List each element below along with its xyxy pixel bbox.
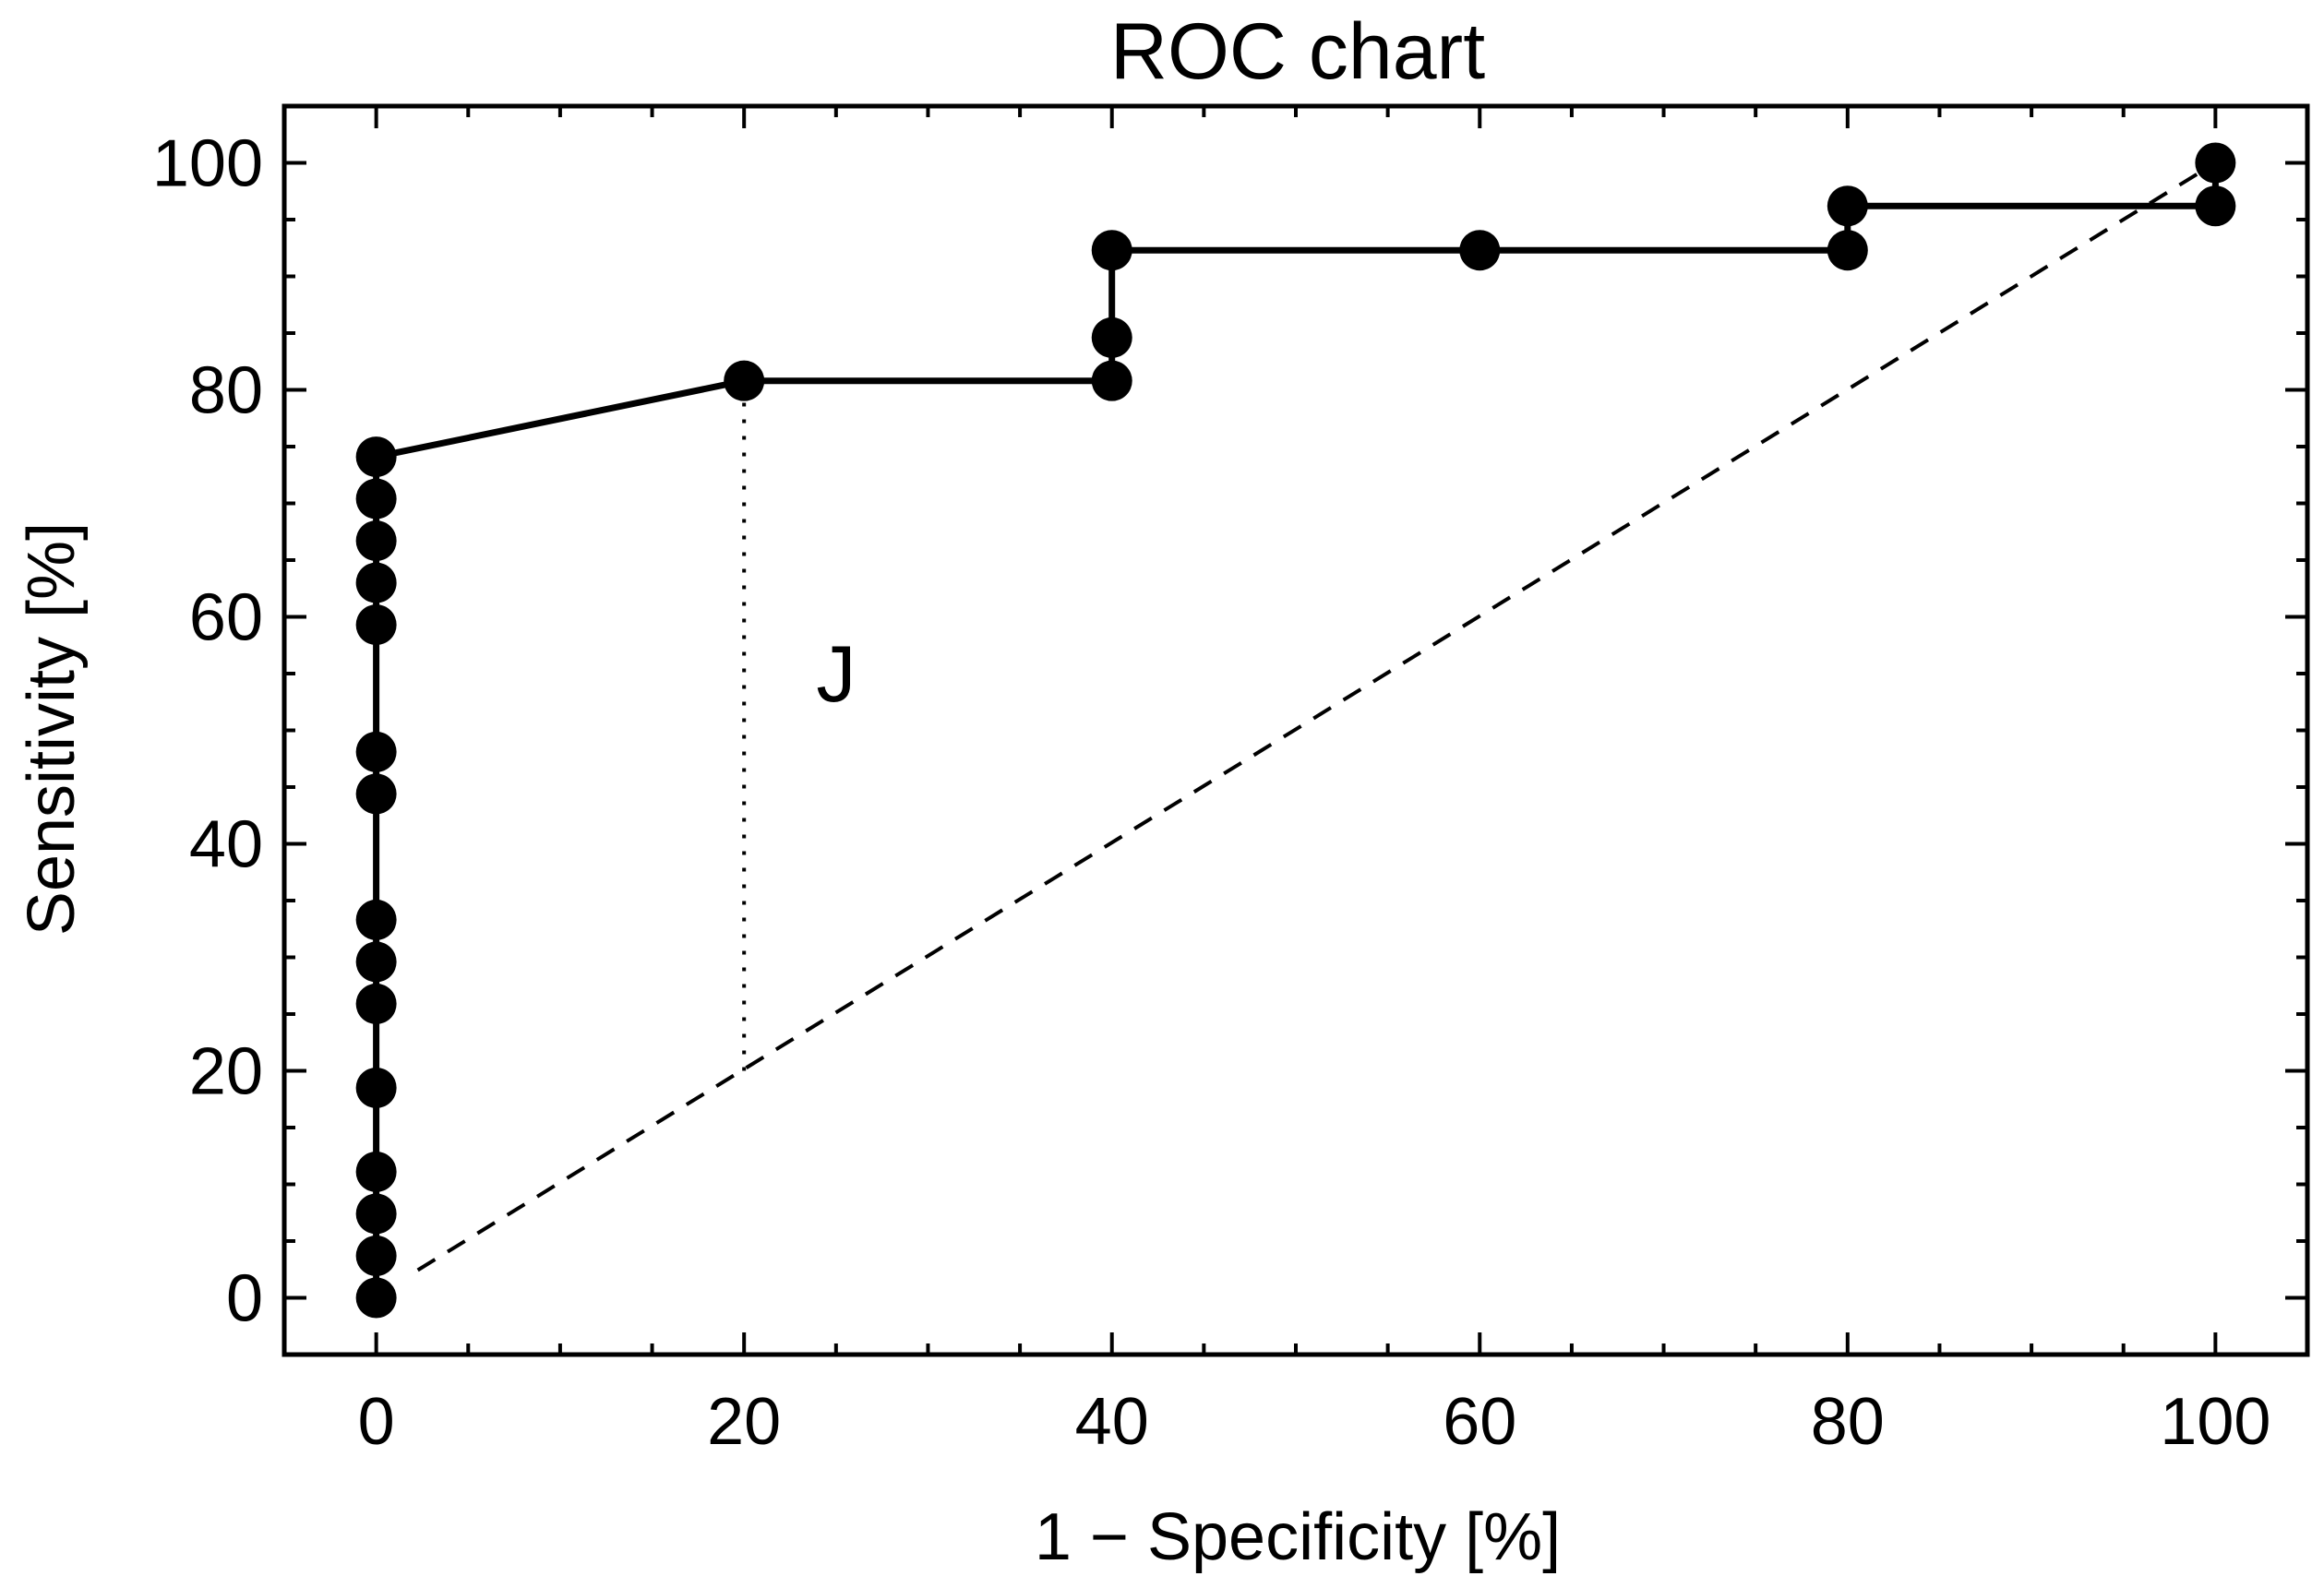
- roc-point: [355, 773, 397, 815]
- roc-point: [355, 731, 397, 772]
- chart-title: ROC chart: [1110, 7, 1485, 96]
- y-tick-label: 80: [189, 354, 263, 428]
- roc-point: [355, 1067, 397, 1108]
- x-tick-label: 0: [358, 1385, 395, 1459]
- roc-point: [355, 899, 397, 940]
- x-tick-label: 60: [1443, 1385, 1516, 1459]
- roc-point: [355, 604, 397, 646]
- y-tick-label: 60: [189, 581, 263, 655]
- x-tick-label: 40: [1075, 1385, 1149, 1459]
- x-tick-label: 100: [2160, 1385, 2270, 1459]
- roc-point: [355, 1151, 397, 1192]
- roc-point: [2195, 185, 2236, 227]
- roc-point: [355, 1193, 397, 1235]
- roc-point: [2195, 142, 2236, 184]
- y-tick-label: 20: [189, 1035, 263, 1109]
- roc-point: [1091, 316, 1132, 358]
- roc-point: [355, 941, 397, 983]
- roc-point: [355, 1277, 397, 1319]
- x-tick-label: 80: [1811, 1385, 1885, 1459]
- roc-point: [355, 478, 397, 519]
- roc-point: [355, 983, 397, 1024]
- roc-point: [1459, 230, 1501, 271]
- x-axis-label: 1 − Specificity [%]: [1035, 1500, 1561, 1574]
- x-tick-label: 20: [707, 1385, 781, 1459]
- roc-point: [1091, 360, 1132, 401]
- roc-point: [355, 1235, 397, 1276]
- youden-j-annotation: J: [816, 630, 856, 719]
- reference-diagonal-line: [416, 161, 2217, 1272]
- roc-point: [724, 360, 765, 401]
- y-axis-label: Sensitivity [%]: [15, 522, 89, 936]
- roc-point: [1827, 185, 1868, 227]
- roc-point: [1827, 230, 1868, 271]
- y-tick-label: 40: [189, 808, 263, 882]
- roc-point: [1091, 230, 1132, 271]
- y-tick-label: 0: [226, 1262, 263, 1336]
- roc-point: [355, 520, 397, 562]
- roc-point: [355, 436, 397, 478]
- y-tick-label: 100: [152, 127, 263, 201]
- roc-point: [355, 562, 397, 603]
